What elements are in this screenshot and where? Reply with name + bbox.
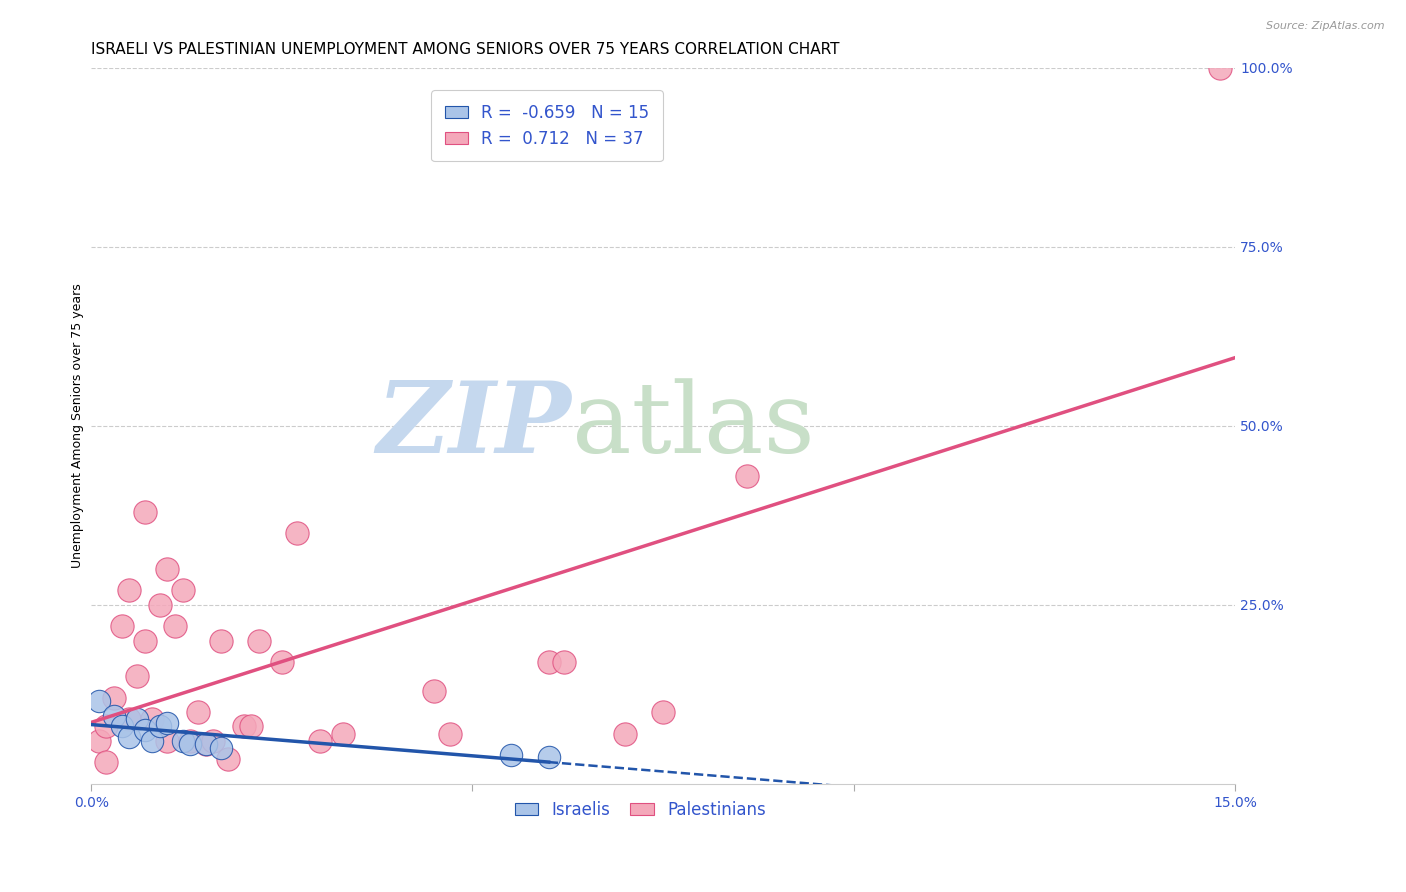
Point	[194, 737, 217, 751]
Legend: Israelis, Palestinians: Israelis, Palestinians	[508, 794, 772, 825]
Point	[141, 733, 163, 747]
Point	[652, 705, 675, 719]
Point	[332, 726, 354, 740]
Point	[165, 619, 187, 633]
Text: Source: ZipAtlas.com: Source: ZipAtlas.com	[1267, 21, 1385, 30]
Point	[172, 583, 194, 598]
Point	[118, 712, 141, 726]
Point	[118, 583, 141, 598]
Point	[423, 683, 446, 698]
Text: atlas: atlas	[572, 378, 814, 474]
Point	[96, 719, 118, 733]
Point	[118, 730, 141, 744]
Point	[125, 669, 148, 683]
Point	[247, 633, 270, 648]
Point	[232, 719, 254, 733]
Point	[172, 733, 194, 747]
Point	[134, 723, 156, 737]
Point	[1209, 61, 1232, 75]
Point	[217, 752, 239, 766]
Point	[149, 598, 172, 612]
Point	[134, 505, 156, 519]
Point	[499, 748, 522, 763]
Point	[209, 633, 232, 648]
Point	[614, 726, 637, 740]
Point	[103, 708, 125, 723]
Point	[194, 737, 217, 751]
Point	[87, 694, 110, 708]
Point	[156, 715, 179, 730]
Point	[553, 655, 575, 669]
Point	[96, 756, 118, 770]
Point	[537, 749, 560, 764]
Point	[209, 740, 232, 755]
Point	[187, 705, 209, 719]
Text: ISRAELI VS PALESTINIAN UNEMPLOYMENT AMONG SENIORS OVER 75 YEARS CORRELATION CHAR: ISRAELI VS PALESTINIAN UNEMPLOYMENT AMON…	[91, 42, 839, 57]
Point	[149, 719, 172, 733]
Point	[125, 712, 148, 726]
Point	[285, 526, 308, 541]
Point	[111, 619, 134, 633]
Point	[240, 719, 263, 733]
Point	[179, 737, 201, 751]
Point	[156, 562, 179, 576]
Point	[735, 468, 758, 483]
Point	[439, 726, 461, 740]
Point	[537, 655, 560, 669]
Point	[134, 633, 156, 648]
Point	[87, 733, 110, 747]
Y-axis label: Unemployment Among Seniors over 75 years: Unemployment Among Seniors over 75 years	[72, 284, 84, 568]
Point	[103, 690, 125, 705]
Point	[309, 733, 332, 747]
Point	[156, 733, 179, 747]
Point	[179, 733, 201, 747]
Point	[270, 655, 292, 669]
Point	[202, 733, 225, 747]
Point	[141, 712, 163, 726]
Point	[111, 719, 134, 733]
Text: ZIP: ZIP	[377, 377, 572, 474]
